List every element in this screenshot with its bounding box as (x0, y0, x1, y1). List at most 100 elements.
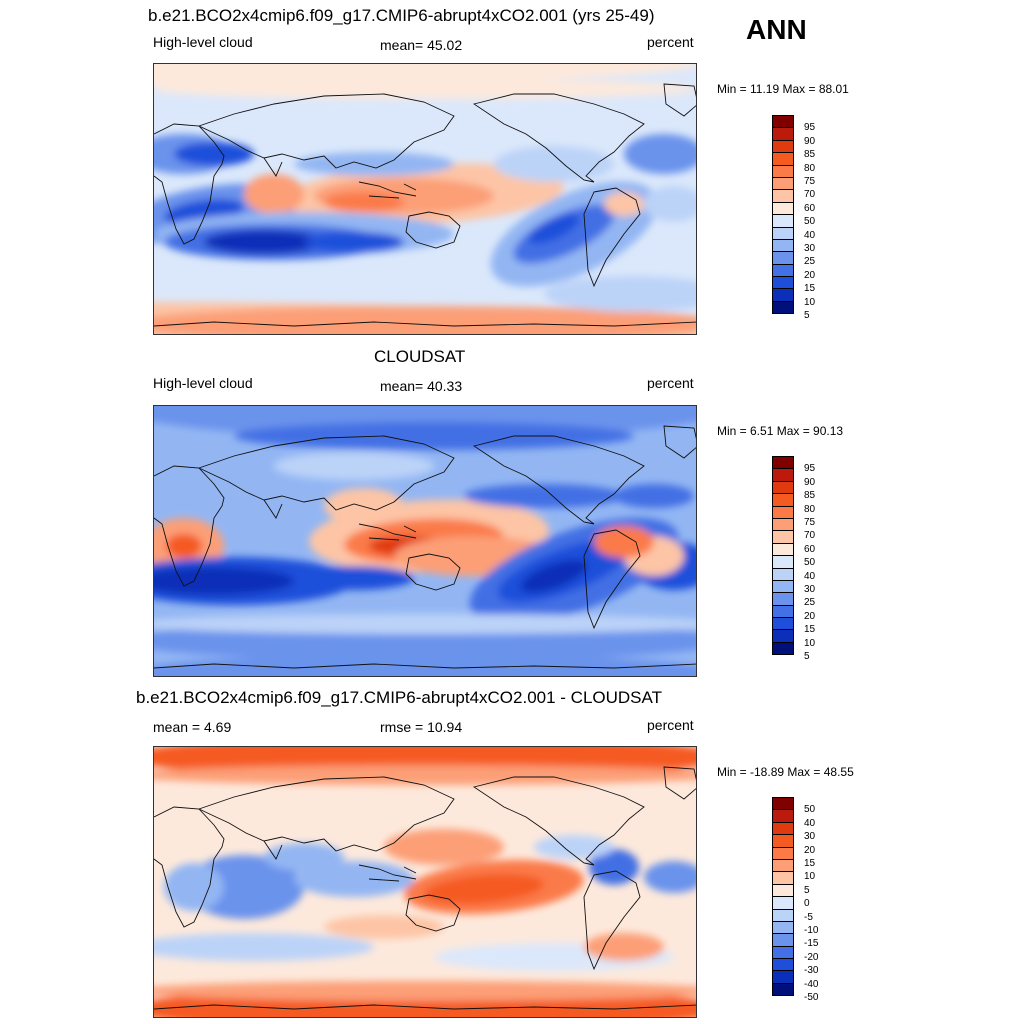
colorbar-tick-label: 10 (804, 871, 816, 883)
contour-region (528, 214, 580, 244)
colorbar-tick-label: 5 (804, 310, 810, 321)
coastline (405, 211, 461, 249)
colorbar-cell (772, 958, 794, 972)
contour-region (544, 276, 696, 312)
panel-2-minmax: Min = 6.51 Max = 90.13 (717, 424, 844, 438)
contour-region (154, 981, 696, 1001)
colorbar-tick-label: 30 (804, 831, 816, 843)
contour-region (614, 484, 694, 508)
panel-3-rmse: rmse = 10.94 (380, 719, 463, 735)
panel-2-variable: High-level cloud (153, 375, 253, 391)
coastline (663, 766, 696, 800)
colorbar-tick-label: 90 (804, 135, 816, 147)
colorbar-tick-label: 20 (804, 610, 816, 622)
colorbar-cell (772, 908, 794, 922)
colorbar-cell (772, 493, 794, 507)
coastline (583, 187, 641, 288)
colorbar-tick-label: 40 (804, 229, 816, 241)
contour-region (204, 230, 324, 254)
colorbar-tick-label: 95 (804, 122, 816, 134)
colorbar-cell (772, 821, 794, 836)
panel-3-minmax: Min = -18.89 Max = 48.55 (717, 765, 854, 779)
colorbar-tick-label: 60 (804, 202, 816, 214)
contour-region (494, 146, 614, 182)
coastline (405, 553, 461, 591)
colorbar-tick-label: -50 (804, 992, 819, 1003)
coastline (154, 663, 696, 669)
coastline (154, 806, 225, 928)
colorbar-cell (772, 933, 794, 947)
colorbar-tick-label: 50 (804, 216, 816, 228)
contour-region (534, 835, 614, 859)
colorbar-cell (772, 641, 794, 656)
colorbar-tick-label: -20 (804, 951, 819, 963)
colorbar-cell (772, 189, 794, 203)
contour-region (154, 933, 374, 961)
coastline (154, 1004, 696, 1010)
panel-3-colorbar: 50 40 30 20 15 10 5 0 -5 -10 -15 -20 -30 -40 -50 (772, 797, 818, 1003)
panel-2-title: CLOUDSAT (374, 347, 466, 366)
colorbar-cell (772, 567, 794, 581)
coastline (154, 123, 225, 245)
contour-region (294, 566, 414, 590)
contour-region (294, 152, 454, 176)
colorbar-cell (772, 276, 794, 290)
colorbar-cell (772, 115, 794, 129)
season-label: ANN (746, 14, 807, 45)
coastline (263, 157, 283, 177)
coastline (358, 523, 417, 541)
contour-region (324, 192, 404, 212)
panel-3-title: b.e21.BCO2x4cmip6.f09_g17.CMIP6-abrupt4x… (136, 688, 662, 707)
colorbar-cell (772, 505, 794, 519)
colorbar-cell (772, 592, 794, 606)
contour-region (424, 874, 544, 904)
panel-1-title: b.e21.BCO2x4cmip6.f09_g17.CMIP6-abrupt4x… (148, 6, 655, 25)
colorbar-tick-label: 50 (804, 804, 816, 816)
colorbar-tick-label: 50 (804, 557, 816, 569)
contour-region (584, 933, 664, 961)
coastline (358, 181, 417, 199)
colorbar-tick-label: 10 (804, 296, 816, 308)
contour-region (294, 861, 414, 897)
colorbar-tick-label: 10 (804, 637, 816, 649)
coastline (583, 529, 641, 630)
contour-region (520, 559, 588, 593)
panel-1-map (153, 63, 697, 335)
colorbar-cell (772, 945, 794, 960)
colorbar-tick-label: -15 (804, 938, 819, 950)
contour-region (304, 232, 404, 252)
contour-region (324, 915, 444, 939)
contour-region (274, 452, 434, 480)
colorbar-tick-label: 15 (804, 624, 816, 636)
coastline (583, 870, 641, 971)
colorbar-tick-label: 40 (804, 817, 816, 829)
colorbar-tick-label: 80 (804, 162, 816, 174)
colorbar-tick-label: 40 (804, 570, 816, 582)
colorbar-tick-label: 75 (804, 176, 816, 187)
colorbar-cell (772, 517, 794, 532)
colorbar-tick-label: 95 (804, 463, 816, 475)
colorbar-tick-label: 70 (804, 189, 816, 201)
colorbar-cell (772, 896, 794, 910)
colorbar-cell (772, 530, 794, 544)
colorbar-cell (772, 970, 794, 984)
coastline (663, 83, 696, 117)
colorbar-tick-label: 85 (804, 490, 816, 502)
contour-region (644, 186, 696, 222)
colorbar-cell (772, 468, 794, 482)
contour-region (166, 534, 202, 558)
colorbar-cell (772, 127, 794, 141)
colorbar-cell (772, 617, 794, 631)
colorbar-cell (772, 263, 794, 278)
contour-region (234, 422, 634, 450)
contour-region (154, 567, 294, 595)
panel-3-map (153, 746, 697, 1018)
colorbar-cell (772, 201, 794, 216)
colorbar-tick-label: -5 (804, 911, 813, 923)
colorbar-tick-label: 30 (804, 584, 816, 595)
colorbar-cell (772, 139, 794, 154)
colorbar-tick-label: 5 (804, 651, 810, 662)
colorbar-cell (772, 226, 794, 240)
colorbar-cell (772, 883, 794, 898)
coastline (154, 321, 696, 327)
